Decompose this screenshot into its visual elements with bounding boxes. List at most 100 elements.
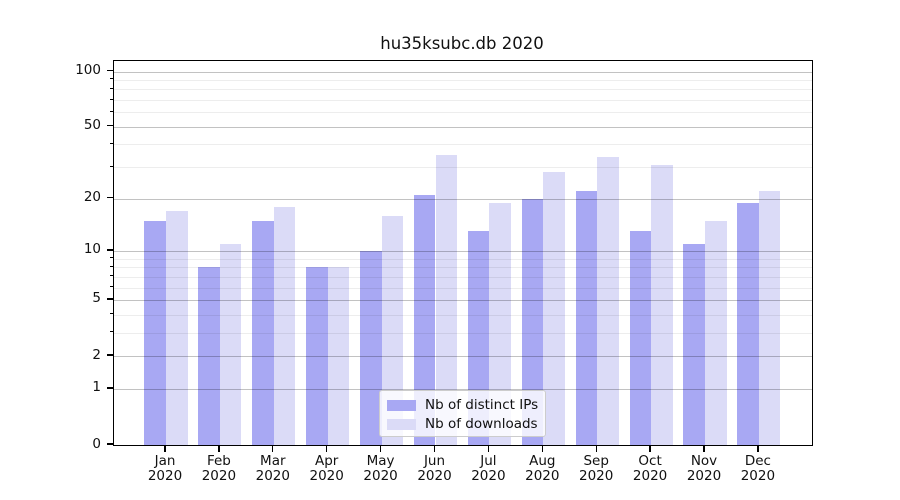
major-gridline (114, 126, 812, 128)
legend-item-distinct-ips: Nb of distinct IPs (387, 397, 545, 413)
legend: Nb of distinct IPs Nb of downloads (379, 390, 546, 437)
year-label: 2020 (740, 467, 776, 484)
x-axis-tick (326, 445, 328, 452)
y-axis-minor-tick (109, 275, 113, 277)
major-gridline (114, 388, 812, 390)
x-axis-tick (595, 445, 597, 452)
x-axis-tick (541, 445, 543, 452)
x-axis-tick-label: Jun 2020 (405, 454, 465, 483)
y-axis-tick-label: 5 (92, 290, 101, 307)
minor-gridline (114, 287, 812, 289)
x-axis-tick-label: Aug 2020 (512, 454, 572, 483)
bar-may-downloads (381, 215, 404, 445)
y-axis-tick (107, 249, 113, 251)
x-axis-tick-label: Oct 2020 (620, 454, 680, 483)
bar-sep-distinct-ips (575, 191, 598, 445)
y-axis-minor-tick (109, 286, 113, 288)
minor-gridline (114, 258, 812, 260)
bar-nov-distinct-ips (683, 243, 705, 445)
y-axis-tick (107, 298, 113, 300)
major-gridline (114, 250, 812, 252)
y-axis-minor-tick (109, 98, 113, 100)
x-axis-tick (649, 445, 651, 452)
x-axis-tick-label: Feb 2020 (189, 454, 249, 483)
legend-item-downloads: Nb of downloads (387, 416, 545, 432)
legend-swatch-distinct-ips (387, 399, 416, 411)
year-label: 2020 (309, 467, 344, 484)
bar-jul-downloads (489, 202, 511, 445)
x-axis-tick (379, 445, 382, 452)
month-label: May (366, 453, 395, 469)
x-axis-tick (433, 445, 436, 452)
x-axis-tick-label: Sep 2020 (566, 454, 626, 483)
x-axis-tick-label: Jan 2020 (135, 454, 195, 483)
y-axis-minor-tick (109, 331, 113, 333)
x-axis-tick-label: Apr 2020 (297, 454, 357, 483)
x-axis-tick-label: Jul 2020 (458, 454, 518, 483)
bar-jan-distinct-ips (144, 220, 166, 445)
month-label: Mar (260, 453, 286, 469)
month-label: Aug (529, 453, 556, 469)
minor-gridline (114, 100, 812, 102)
bar-aug-distinct-ips (521, 198, 544, 445)
x-axis-tick-label: May 2020 (351, 454, 411, 483)
month-label: Jun (423, 453, 446, 469)
month-label: Jul (480, 453, 497, 469)
y-axis-tick (107, 196, 113, 199)
chart-title: hu35ksubc.db 2020 (380, 34, 544, 53)
month-label: Apr (315, 453, 339, 469)
y-axis-minor-tick (109, 257, 113, 259)
y-axis-tick-label: 0 (92, 435, 101, 452)
y-axis-minor-tick (109, 165, 113, 167)
month-label: Oct (638, 453, 662, 469)
year-label: 2020 (579, 467, 614, 484)
minor-gridline (114, 276, 812, 278)
y-axis-minor-tick (109, 142, 113, 144)
year-label: 2020 (471, 467, 506, 484)
bar-may-distinct-ips (360, 250, 382, 445)
year-label: 2020 (632, 467, 668, 484)
year-label: 2020 (525, 467, 560, 484)
y-axis-tick-label: 10 (83, 241, 101, 258)
y-axis-tick-label: 100 (75, 62, 101, 78)
year-label: 2020 (201, 467, 237, 484)
bar-oct-distinct-ips (629, 231, 652, 445)
x-axis-tick (757, 445, 759, 452)
month-label: Dec (744, 453, 771, 469)
minor-gridline (114, 167, 812, 169)
major-gridline (114, 299, 812, 301)
year-label: 2020 (255, 467, 290, 484)
bar-dec-downloads (758, 191, 781, 445)
legend-label-distinct-ips: Nb of distinct IPs (425, 397, 539, 413)
x-axis-tick-label: Mar 2020 (243, 454, 303, 483)
month-label: Sep (583, 453, 609, 469)
major-gridline (114, 198, 812, 200)
y-axis-minor-tick (109, 313, 113, 315)
y-axis-tick-label: 50 (83, 117, 101, 134)
y-axis-tick (107, 69, 113, 72)
year-label: 2020 (417, 467, 452, 484)
y-axis-tick-label: 2 (92, 346, 101, 363)
bar-mar-distinct-ips (252, 220, 274, 445)
x-axis-tick-label: Dec 2020 (728, 454, 788, 483)
plot-area: Nb of distinct IPs Nb of downloads (113, 60, 813, 446)
major-gridline (114, 71, 812, 73)
bar-feb-downloads (219, 243, 242, 445)
month-label: Feb (206, 453, 231, 469)
major-gridline (114, 356, 812, 358)
bar-jun-distinct-ips (413, 194, 436, 445)
bar-sep-downloads (597, 157, 619, 445)
x-axis-tick (487, 445, 490, 452)
x-axis-tick (272, 445, 274, 452)
y-axis-minor-tick (109, 78, 113, 80)
bar-jan-downloads (166, 211, 188, 445)
year-label: 2020 (686, 467, 722, 484)
minor-gridline (114, 79, 812, 81)
x-axis-tick-label: Nov 2020 (674, 454, 734, 483)
bar-dec-distinct-ips (737, 202, 759, 445)
minor-gridline (114, 267, 812, 269)
y-axis-tick-label: 1 (92, 379, 101, 396)
legend-swatch-downloads (387, 418, 416, 430)
x-axis-tick (703, 445, 705, 452)
